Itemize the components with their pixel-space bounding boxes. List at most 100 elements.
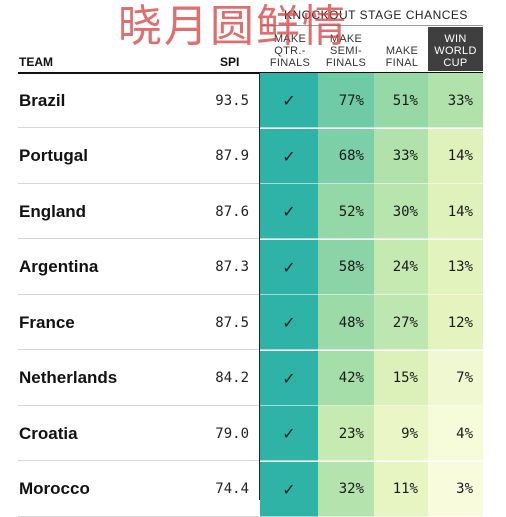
spi-value: 74.4 [215, 481, 249, 497]
win-world-cup-label: WIN WORLD CUP [434, 33, 477, 69]
team-name: Portugal [19, 146, 88, 165]
cell-divider [374, 238, 428, 239]
cell-divider [428, 182, 483, 184]
qtr-check-icon: ✓ [260, 295, 318, 350]
cell-divider [428, 515, 483, 517]
cell-divider [374, 460, 428, 461]
cell-divider [260, 460, 318, 461]
spi-value: 87.6 [215, 203, 249, 220]
team-name: Netherlands [19, 368, 118, 387]
spi-value: 87.9 [215, 148, 249, 164]
cell-divider [428, 127, 483, 128]
team-name: France [19, 312, 75, 332]
table-row: England 87.6 ✓ 52% 30% 14% [0, 184, 506, 239]
cell-divider [260, 404, 318, 406]
cell-divider [260, 127, 318, 128]
row-divider [18, 404, 259, 406]
final-chance: 24% [374, 239, 428, 295]
semis-chance: 58% [318, 239, 374, 295]
cell-divider [428, 349, 483, 350]
final-chance: 15% [374, 350, 428, 406]
final-chance: 30% [374, 184, 428, 239]
cell-divider [318, 127, 374, 128]
row-divider [18, 349, 259, 350]
row-divider [18, 238, 259, 239]
cell-divider [428, 460, 483, 461]
cell-divider [318, 293, 374, 295]
semis-chance: 23% [318, 406, 374, 461]
table-row: Portugal 87.9 ✓ 68% 33% 14% [0, 128, 506, 184]
win-chance: 12% [428, 295, 483, 350]
table-row: Brazil 93.5 ✓ 77% 51% 33% [0, 73, 506, 128]
make-final-label: MAKE FINAL [385, 45, 419, 69]
win-chance: 3% [428, 461, 483, 517]
cell-divider [260, 238, 318, 239]
final-chance: 33% [374, 128, 428, 184]
win-chance: 14% [428, 128, 483, 184]
semis-chance: 52% [318, 184, 374, 239]
cell-divider [260, 293, 318, 295]
qtr-check-icon: ✓ [260, 128, 318, 184]
table-row: Croatia 79.0 ✓ 23% 9% 4% [0, 406, 506, 461]
cell-divider [318, 349, 374, 350]
table-row: Argentina 87.3 ✓ 58% 24% 13% [0, 239, 506, 295]
header-rule [18, 72, 483, 74]
final-chance: 27% [374, 295, 428, 350]
win-chance: 4% [428, 406, 483, 461]
cell-divider [374, 404, 428, 406]
semis-chance: 68% [318, 128, 374, 184]
cell-divider [374, 349, 428, 350]
row-divider [18, 182, 259, 184]
cell-divider [428, 404, 483, 406]
qtr-check-icon: ✓ [260, 461, 318, 517]
row-divider [18, 460, 259, 461]
spi-column-header: SPI [220, 55, 240, 69]
make-quarterfinals-header: MAKE QTR.- FINALS [262, 31, 318, 71]
team-name: Morocco [19, 479, 90, 498]
spi-value: 84.2 [215, 370, 249, 386]
row-divider [18, 293, 259, 295]
knockout-title-rule [262, 25, 483, 26]
final-chance: 11% [374, 461, 428, 517]
team-column-header: TEAM [19, 55, 53, 69]
qtr-check-icon: ✓ [260, 184, 318, 239]
cell-divider [260, 515, 318, 517]
cell-divider [318, 238, 374, 239]
cell-divider [260, 349, 318, 350]
spi-value: 87.5 [215, 314, 249, 331]
semis-chance: 77% [318, 73, 374, 128]
spi-value: 79.0 [215, 425, 249, 442]
qtr-check-icon: ✓ [260, 239, 318, 295]
table-row: France 87.5 ✓ 48% 27% 12% [0, 295, 506, 350]
win-chance: 7% [428, 350, 483, 406]
cell-divider [374, 127, 428, 128]
semis-chance: 32% [318, 461, 374, 517]
cell-divider [318, 515, 374, 517]
cell-divider [374, 182, 428, 184]
cell-divider [318, 404, 374, 406]
win-chance: 13% [428, 239, 483, 295]
final-chance: 9% [374, 406, 428, 461]
win-chance: 33% [428, 73, 483, 128]
make-quarterfinals-label: MAKE QTR.- FINALS [269, 33, 311, 69]
row-divider [18, 127, 259, 128]
row-divider [18, 515, 259, 517]
cell-divider [374, 293, 428, 295]
spi-value: 93.5 [215, 92, 249, 109]
make-semifinals-header: MAKE SEMI- FINALS [318, 31, 374, 71]
win-chance: 14% [428, 184, 483, 239]
qtr-check-icon: ✓ [260, 73, 318, 128]
cell-divider [260, 182, 318, 184]
semis-chance: 48% [318, 295, 374, 350]
win-world-cup-header: WIN WORLD CUP [428, 27, 483, 71]
cell-divider [428, 238, 483, 239]
cell-divider [374, 515, 428, 517]
knockout-stage-title: KNOCKOUT STAGE CHANCES [284, 8, 468, 22]
make-semifinals-label: MAKE SEMI- FINALS [325, 33, 367, 69]
team-name: Argentina [19, 257, 99, 276]
qtr-check-icon: ✓ [260, 350, 318, 406]
team-name: Brazil [19, 90, 66, 110]
table-row: Morocco 74.4 ✓ 32% 11% 3% [0, 461, 506, 517]
cell-divider [318, 460, 374, 461]
spi-value: 87.3 [215, 259, 249, 275]
